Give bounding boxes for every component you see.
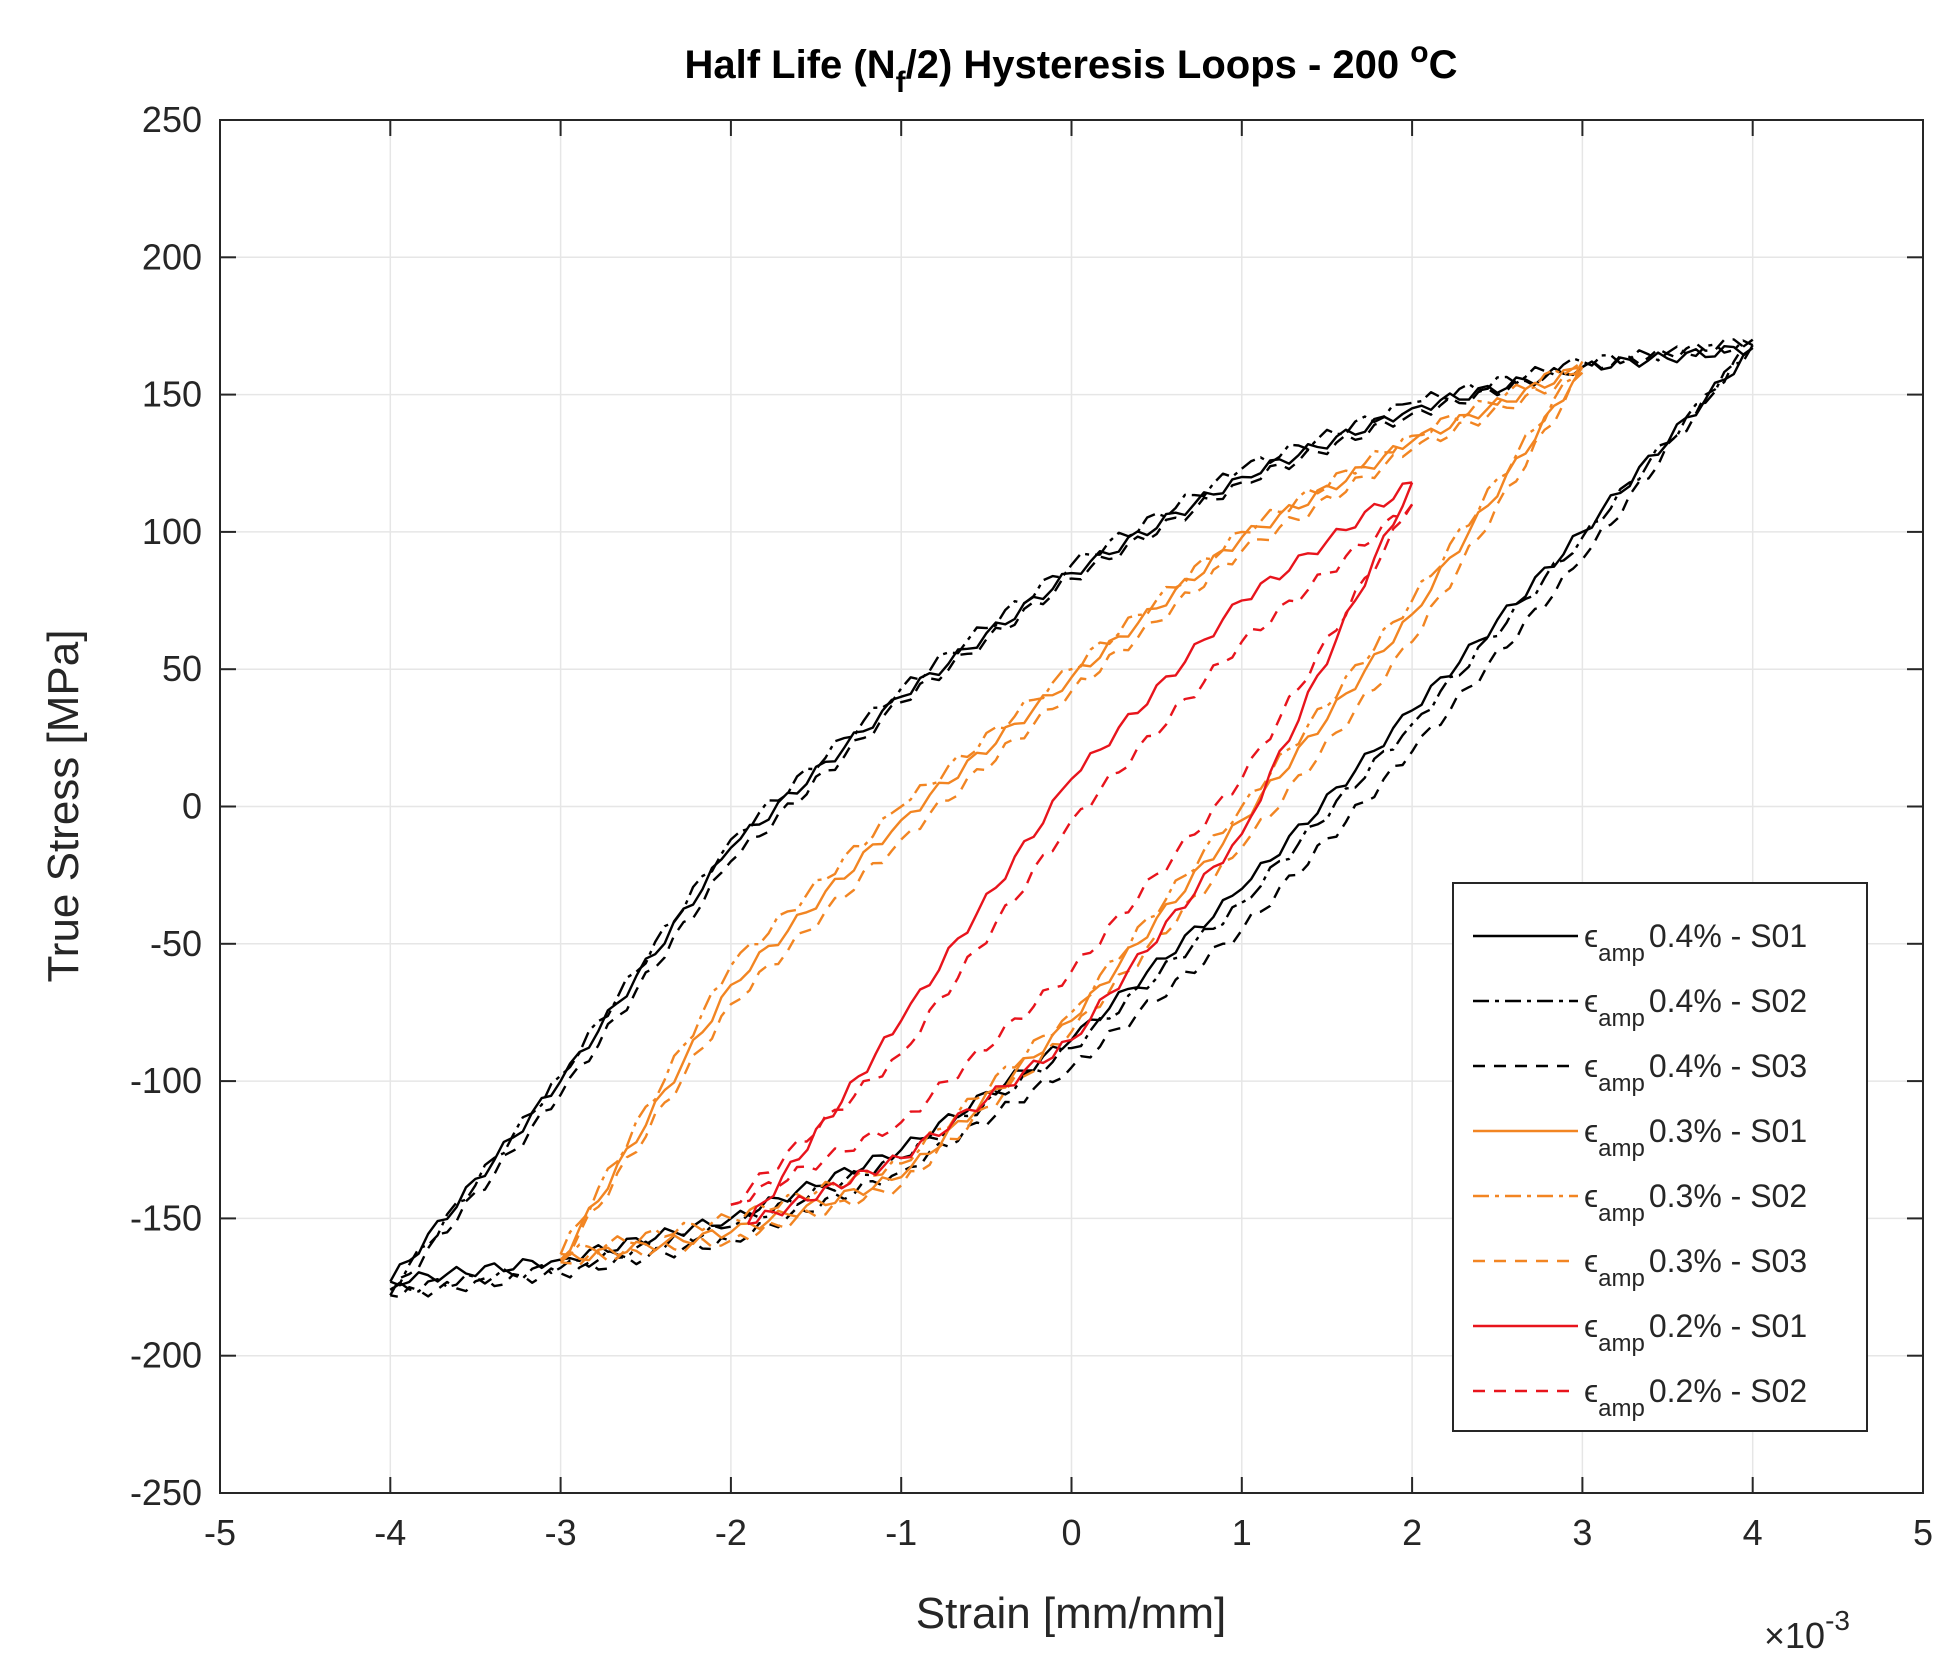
- series-line-upper-branch: [559, 371, 1583, 1264]
- legend-series-name: 0.4% - S02: [1649, 983, 1807, 1019]
- series-line-upper-branch: [559, 365, 1583, 1261]
- x-axis-label: Strain [mm/mm]: [916, 1589, 1226, 1638]
- series-line-upper-branch: [746, 481, 1413, 1225]
- legend-series-name: 0.4% - S03: [1649, 1048, 1807, 1084]
- series-group: [559, 360, 1584, 1256]
- x-tick-label: -5: [204, 1512, 236, 1553]
- series-group: [730, 503, 1414, 1206]
- legend-epsilon: ϵ: [1584, 1373, 1598, 1409]
- legend-label: ϵamp 0.4% - S01: [1584, 918, 1807, 967]
- legend-subscript: amp: [1598, 940, 1645, 967]
- series-line-upper-branch: [559, 360, 1584, 1255]
- y-tick-label: -200: [130, 1335, 202, 1376]
- y-tick-label: 0: [182, 786, 202, 827]
- legend-epsilon: ϵ: [1584, 1113, 1598, 1149]
- legend-subscript: amp: [1598, 1395, 1645, 1422]
- chart-title-unit: C: [1429, 43, 1458, 87]
- legend-subscript: amp: [1598, 1005, 1645, 1032]
- legend-series-name: 0.2% - S01: [1649, 1308, 1807, 1344]
- y-tick-label: -100: [130, 1060, 202, 1101]
- x-tick-label: 0: [1061, 1512, 1081, 1553]
- x-tick-label: 1: [1232, 1512, 1252, 1553]
- x-multiplier: ×10-3: [1764, 1605, 1850, 1656]
- legend-epsilon: ϵ: [1584, 918, 1598, 954]
- y-tick-label: 50: [162, 648, 202, 689]
- chart-title-rest: /2) Hysteresis Loops - 200: [906, 43, 1411, 87]
- legend-label: ϵamp 0.3% - S02: [1584, 1178, 1807, 1227]
- x-tick-label: 2: [1402, 1512, 1422, 1553]
- series-line-lower-branch: [560, 371, 1584, 1267]
- legend-epsilon: ϵ: [1584, 1048, 1598, 1084]
- legend-label: ϵamp 0.4% - S02: [1584, 983, 1807, 1032]
- legend-label: ϵamp 0.3% - S03: [1584, 1243, 1807, 1292]
- series-line-upper-branch: [389, 338, 1754, 1296]
- legend-series-name: 0.4% - S01: [1649, 918, 1807, 954]
- legend-label: ϵamp 0.3% - S01: [1584, 1113, 1807, 1162]
- legend-label: ϵamp 0.4% - S03: [1584, 1048, 1807, 1097]
- x-tick-label: -4: [374, 1512, 406, 1553]
- x-tick-label: -2: [715, 1512, 747, 1553]
- y-tick-label: -150: [130, 1197, 202, 1238]
- legend-epsilon: ϵ: [1584, 1308, 1598, 1344]
- x-multiplier-exponent: -3: [1825, 1605, 1850, 1636]
- series-group: [746, 481, 1414, 1226]
- series-line-lower-branch: [747, 482, 1414, 1226]
- legend-epsilon: ϵ: [1584, 983, 1598, 1019]
- legend-series-name: 0.3% - S01: [1649, 1113, 1807, 1149]
- legend-subscript: amp: [1598, 1070, 1645, 1097]
- series-line-upper-branch: [389, 339, 1754, 1291]
- legend-series-name: 0.3% - S03: [1649, 1243, 1807, 1279]
- y-tick-label: 150: [142, 374, 202, 415]
- y-tick-label: -250: [130, 1472, 202, 1513]
- legend-box: [1452, 882, 1868, 1432]
- legend-subscript: amp: [1598, 1200, 1645, 1227]
- series-line-lower-branch: [730, 503, 1414, 1206]
- x-tick-label: -3: [545, 1512, 577, 1553]
- series-line-lower-branch: [559, 366, 1584, 1262]
- x-tick-label: 5: [1913, 1512, 1933, 1553]
- chart-title: Half Life (Nf/2) Hysteresis Loops - 200 …: [685, 36, 1458, 99]
- chart-title-subscript: f: [896, 66, 907, 99]
- chart-title-superscript: o: [1410, 36, 1428, 69]
- legend-subscript: amp: [1598, 1265, 1645, 1292]
- legend-subscript: amp: [1598, 1135, 1645, 1162]
- x-tick-label: -1: [885, 1512, 917, 1553]
- legend-series-name: 0.2% - S02: [1649, 1373, 1807, 1409]
- y-tick-label: 100: [142, 511, 202, 552]
- y-axis-label: True Stress [MPa]: [39, 630, 88, 983]
- y-tick-label: -50: [150, 923, 202, 964]
- series-group: [559, 365, 1584, 1262]
- tick-marks-and-labels: -5 -4 -3 -2 -1 0 1 2 3 4 5 -250 -200 -150 -100 -50 0 50 10…: [130, 99, 1933, 1553]
- legend-epsilon: ϵ: [1584, 1178, 1598, 1214]
- y-tick-label: 200: [142, 236, 202, 277]
- legend-label: ϵamp 0.2% - S01: [1584, 1308, 1807, 1357]
- data-series: [389, 338, 1754, 1299]
- series-line-upper-branch: [389, 345, 1754, 1283]
- series-group: [559, 371, 1584, 1267]
- legend-series-name: 0.3% - S02: [1649, 1178, 1807, 1214]
- x-tick-label: 4: [1743, 1512, 1763, 1553]
- legend-epsilon: ϵ: [1584, 1243, 1598, 1279]
- y-tick-label: 250: [142, 99, 202, 140]
- x-tick-label: 3: [1572, 1512, 1592, 1553]
- series-line-lower-branch: [560, 361, 1584, 1256]
- legend-label: ϵamp 0.2% - S02: [1584, 1373, 1807, 1422]
- legend-subscript: amp: [1598, 1330, 1645, 1357]
